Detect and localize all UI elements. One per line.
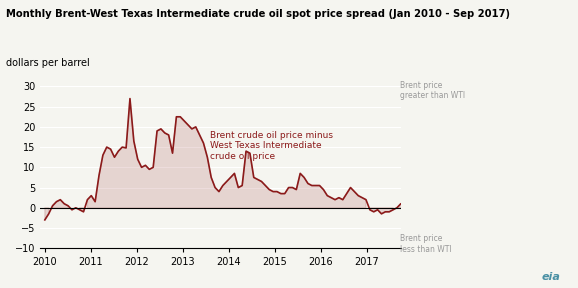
Text: Brent crude oil price minus
West Texas Intermediate
crude oil price: Brent crude oil price minus West Texas I… [210,131,334,161]
Text: Brent price
greater than WTI: Brent price greater than WTI [400,81,465,100]
Text: Brent price
less than WTI: Brent price less than WTI [400,234,451,254]
Text: Monthly Brent-West Texas Intermediate crude oil spot price spread (Jan 2010 - Se: Monthly Brent-West Texas Intermediate cr… [6,9,510,19]
Text: eia: eia [542,272,561,282]
Text: dollars per barrel: dollars per barrel [6,58,90,68]
